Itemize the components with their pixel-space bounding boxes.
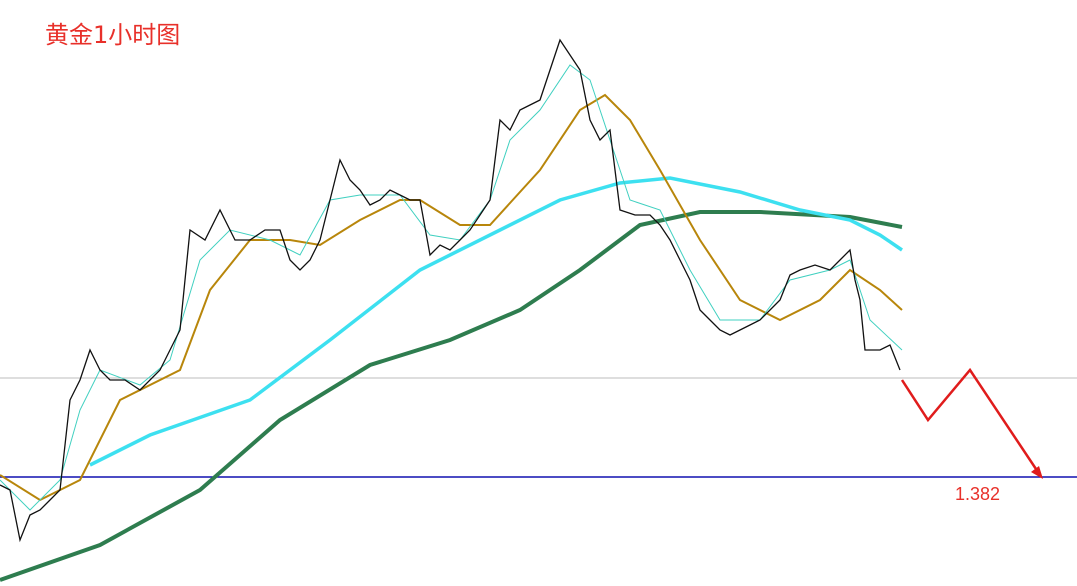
medium-moving-average	[89, 176, 903, 467]
slow-moving-average	[0, 210, 903, 582]
chart-title: 黄金1小时图	[45, 21, 180, 49]
fast-moving-average	[0, 93, 903, 502]
arrow-head	[1031, 466, 1043, 479]
level-label: 1.382	[955, 484, 1000, 504]
price-series	[0, 38, 901, 543]
projection-arrow	[900, 367, 1042, 476]
short-moving-average	[0, 64, 903, 511]
